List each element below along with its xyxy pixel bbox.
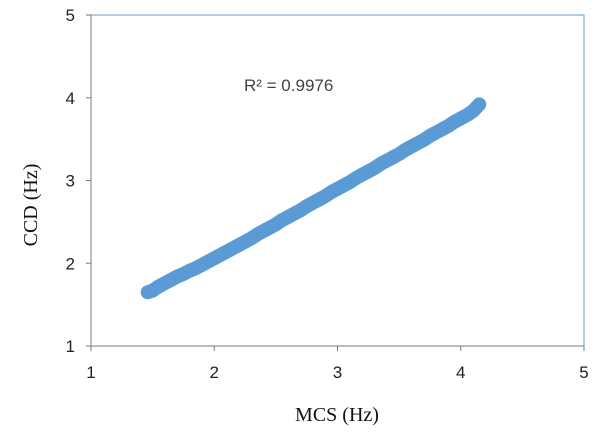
y-tick-label: 3 xyxy=(66,172,75,191)
r-squared-annotation: R² = 0.9976 xyxy=(244,76,333,95)
y-tick-label: 1 xyxy=(66,337,75,356)
data-point xyxy=(473,98,485,110)
tick-labels: 1 2 3 4 5 1 2 3 4 5 xyxy=(66,6,589,382)
x-tick-label: 3 xyxy=(333,363,342,382)
y-tick-label: 2 xyxy=(66,254,75,273)
axis-ticks xyxy=(86,14,585,351)
y-axis-title: CCD (Hz) xyxy=(20,164,42,247)
x-axis-title: MCS (Hz) xyxy=(295,404,379,426)
x-tick-label: 4 xyxy=(456,363,465,382)
data-points xyxy=(142,98,485,298)
plot-frame xyxy=(90,14,585,347)
x-tick-label: 1 xyxy=(86,363,95,382)
x-tick-label: 2 xyxy=(210,363,219,382)
x-tick-label: 5 xyxy=(579,363,588,382)
y-tick-label: 4 xyxy=(66,89,75,108)
y-tick-label: 5 xyxy=(66,6,75,25)
